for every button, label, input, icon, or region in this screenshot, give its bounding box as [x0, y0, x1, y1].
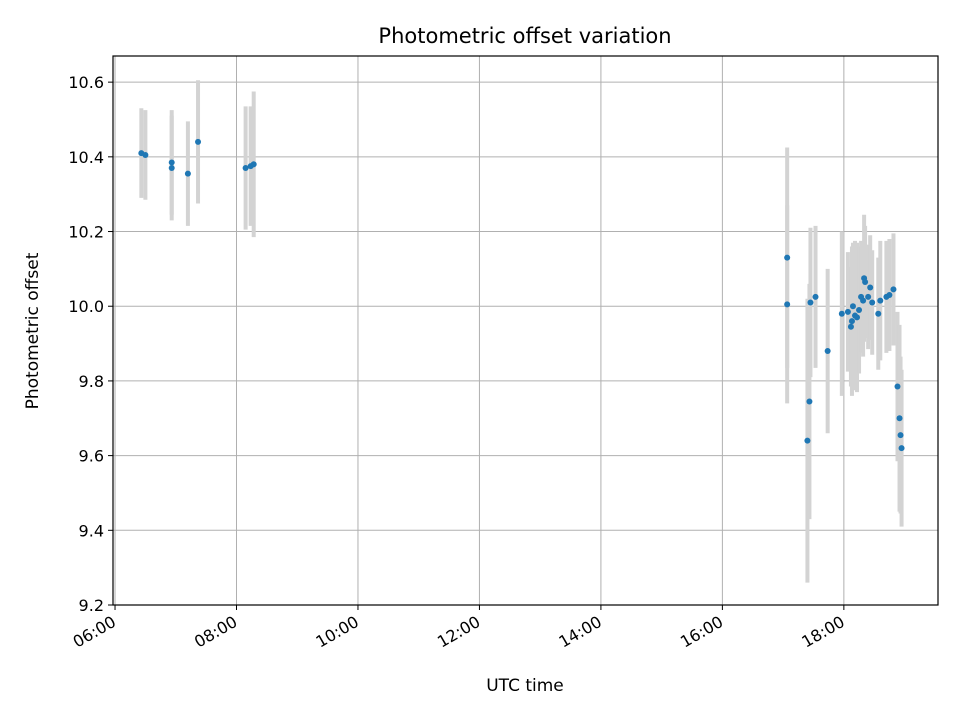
data-point — [869, 299, 876, 306]
x-axis-label: UTC time — [486, 676, 564, 696]
data-point — [804, 437, 811, 444]
data-point — [242, 165, 249, 172]
data-point — [867, 284, 874, 291]
data-point — [824, 348, 831, 355]
data-point — [854, 314, 861, 321]
data-point — [168, 165, 175, 172]
data-point — [862, 278, 869, 285]
data-point — [250, 161, 257, 168]
data-point — [865, 293, 872, 300]
data-point — [890, 286, 897, 293]
y-tick-label: 9.4 — [79, 521, 104, 540]
data-point — [142, 151, 149, 158]
y-tick-label: 9.6 — [79, 447, 104, 466]
data-point — [847, 323, 854, 330]
y-tick-label: 10.2 — [68, 223, 104, 242]
chart-title: Photometric offset variation — [378, 24, 671, 48]
data-point — [784, 254, 791, 261]
data-markers — [138, 138, 905, 452]
y-axis-ticks: 9.2 9.4 9.6 9.8 10.0 10.2 10.4 10.6 — [68, 73, 113, 615]
data-point — [844, 308, 851, 315]
data-point — [195, 138, 202, 145]
data-point — [897, 432, 904, 439]
data-point — [784, 301, 791, 308]
data-point — [860, 297, 867, 304]
y-tick-label: 10.0 — [68, 297, 104, 316]
data-point — [896, 415, 903, 422]
data-point — [807, 299, 814, 306]
data-point — [877, 297, 884, 304]
y-tick-label: 10.4 — [68, 148, 104, 167]
y-tick-label: 10.6 — [68, 73, 104, 92]
data-point — [838, 310, 845, 317]
data-point — [849, 303, 856, 310]
y-tick-label: 9.2 — [79, 596, 104, 615]
data-point — [168, 159, 175, 166]
data-point — [806, 398, 813, 405]
data-point — [184, 170, 191, 177]
data-point — [894, 383, 901, 390]
data-point — [856, 306, 863, 313]
data-point — [848, 318, 855, 325]
y-tick-label: 9.8 — [79, 372, 104, 391]
data-point — [886, 292, 893, 299]
data-point — [875, 310, 882, 317]
y-axis-label: Photometric offset — [23, 252, 43, 409]
data-point — [898, 445, 905, 452]
data-point — [812, 293, 819, 300]
plot-frame — [112, 55, 939, 606]
